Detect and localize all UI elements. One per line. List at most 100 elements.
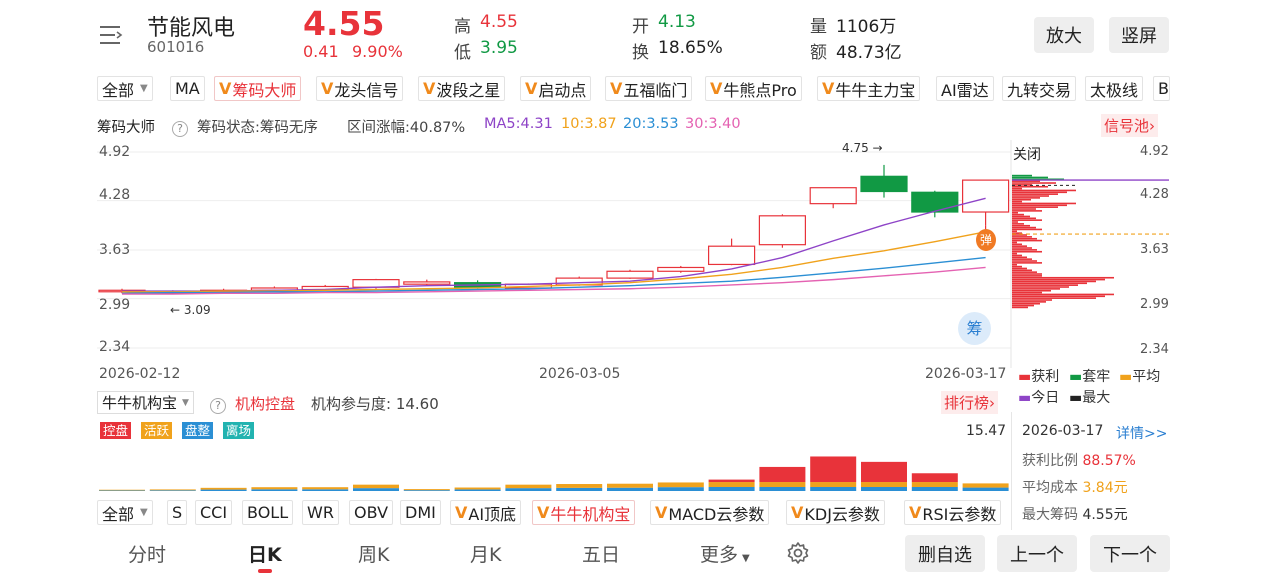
inst-bar — [149, 489, 196, 491]
menu-icon[interactable] — [98, 24, 124, 46]
chip-bar — [1012, 286, 1069, 288]
tab-macd-cloud[interactable]: V MACD云参数 — [650, 500, 770, 525]
open-value: 4.13 — [658, 12, 696, 32]
tab-inst-bao[interactable]: V 牛牛机构宝 — [532, 500, 636, 525]
dropdown-icon: ▼ — [140, 507, 148, 518]
chip-button[interactable]: 筹 — [958, 312, 991, 345]
tab-wave-star[interactable]: V 波段之星 — [418, 76, 506, 101]
chip-bar — [1012, 304, 1034, 307]
tab-ai-radar[interactable]: AI雷达 — [936, 76, 994, 101]
period-tab-five-day[interactable]: 五日 — [582, 544, 621, 566]
inst-bar — [861, 487, 907, 491]
period-tab-minute[interactable]: 分时 — [128, 544, 167, 566]
period-tab-more[interactable]: 更多 ▼ — [700, 544, 750, 566]
candle-body — [809, 187, 857, 205]
tab-leader-signal[interactable]: V 龙头信号 — [316, 76, 404, 101]
tab-five-fortune[interactable]: V 五福临门 — [605, 76, 693, 101]
portrait-button[interactable]: 竖屏 — [1109, 17, 1169, 53]
avg-cost-row: 平均成本 3.84元 — [1022, 480, 1128, 496]
tab-boll[interactable]: BOLL — [242, 500, 294, 525]
tab-dmi[interactable]: DMI — [400, 500, 441, 525]
tab-start-point[interactable]: V 启动点 — [520, 76, 592, 101]
tag-control: 控盘 — [100, 422, 132, 439]
chip-bar — [1012, 208, 1036, 210]
inst-bar — [353, 484, 399, 489]
chip-bar — [1012, 180, 1040, 182]
dropdown-icon: ▼ — [742, 553, 750, 564]
chip-bar — [1012, 276, 1114, 279]
tab-taiji[interactable]: 太极线 — [1085, 76, 1144, 101]
help-icon[interactable]: ? — [172, 117, 188, 137]
ma30-value: 30:3.40 — [685, 116, 741, 132]
chip-bar — [1012, 262, 1042, 264]
stock-price: 4.55 — [303, 4, 385, 43]
detail-link[interactable]: 详情>> — [1116, 426, 1168, 442]
chip-bar — [1012, 271, 1037, 273]
tab-chip-master[interactable]: V 筹码大师 — [214, 76, 302, 101]
inst-bar — [810, 487, 857, 491]
ma20-value: 20:3.53 — [623, 116, 679, 132]
chip-bar — [1012, 252, 1017, 255]
chip-bar — [1012, 189, 1076, 192]
tab-bull-bear[interactable]: V 牛熊点Pro — [705, 76, 802, 101]
tab-ai-top-bottom[interactable]: V AI顶底 — [450, 500, 522, 525]
chip-bar — [1012, 293, 1114, 296]
inst-select[interactable]: 牛牛机构宝 ▼ — [97, 391, 194, 414]
main-chart[interactable] — [97, 140, 1169, 368]
dropdown-icon: ▼ — [140, 83, 148, 94]
tab-all[interactable]: 全部 ▼ — [97, 76, 153, 101]
low-label: 低 — [454, 43, 471, 63]
next-stock-button[interactable]: 下一个 — [1090, 535, 1170, 572]
inst-bar — [99, 490, 145, 491]
inst-bar — [708, 487, 755, 491]
tab-bottom-all[interactable]: 全部 ▼ — [97, 500, 153, 525]
tab-kdj-cloud[interactable]: V KDJ云参数 — [786, 500, 885, 525]
period-tab-daily[interactable]: 日K — [248, 544, 282, 566]
inst-bar — [861, 461, 907, 483]
chip-bar — [1012, 267, 1027, 270]
tag-exit: 离场 — [223, 422, 255, 439]
settings-gear-icon[interactable] — [786, 541, 810, 565]
zoom-button[interactable]: 放大 — [1034, 17, 1094, 53]
bounce-signal[interactable]: 弹 — [976, 229, 996, 251]
tab-s[interactable]: S — [167, 500, 188, 525]
tab-wr[interactable]: WR — [302, 500, 339, 525]
chip-bar — [1012, 288, 1060, 290]
candle-body — [606, 270, 654, 279]
inst-bar — [708, 479, 755, 483]
inst-bar — [149, 490, 196, 491]
tab-ma[interactable]: MA — [170, 76, 205, 101]
panel-date: 2026-03-17 — [1022, 423, 1104, 439]
rank-link[interactable]: 排行榜› — [941, 391, 999, 414]
period-tab-weekly[interactable]: 周K — [358, 544, 390, 566]
tab-main-force[interactable]: V 牛牛主力宝 — [817, 76, 921, 101]
legend-max: ▬最大 — [1069, 390, 1111, 406]
y-tick-left: 2.34 — [99, 339, 131, 355]
inst-bar — [607, 487, 653, 491]
chip-bar — [1012, 301, 1046, 303]
chip-bar — [1012, 228, 1042, 231]
tab-cci[interactable]: CCI — [195, 500, 233, 525]
y-tick-right: 4.28 — [1140, 187, 1169, 202]
signal-pool-link[interactable]: 信号池› — [1101, 114, 1159, 137]
y-tick-right: 3.63 — [1140, 242, 1169, 257]
period-tab-monthly[interactable]: 月K — [470, 544, 502, 566]
y-tick-right: 4.92 — [1140, 144, 1169, 159]
tab-b[interactable]: B — [1153, 76, 1170, 101]
close-chip-button[interactable]: 关闭 — [1013, 147, 1041, 163]
prev-stock-button[interactable]: 上一个 — [997, 535, 1077, 572]
inst-bar — [861, 482, 907, 487]
tab-nine-turn[interactable]: 九转交易 — [1002, 76, 1077, 101]
min-annotation: ← 3.09 — [170, 303, 211, 317]
chip-bar — [1012, 230, 1017, 233]
tab-obv[interactable]: OBV — [349, 500, 394, 525]
tab-rsi-cloud[interactable]: V RSI云参数 — [904, 500, 1002, 525]
v-icon: V — [610, 79, 623, 98]
inst-help-icon[interactable]: ? — [210, 394, 226, 414]
remove-watchlist-button[interactable]: 删自选 — [905, 535, 985, 572]
v-icon: V — [455, 503, 468, 522]
chip-bar — [1012, 211, 1018, 214]
high-value: 4.55 — [480, 12, 518, 32]
chip-status: 筹码状态:筹码无序 — [197, 120, 318, 136]
inst-chart[interactable] — [97, 442, 1060, 492]
